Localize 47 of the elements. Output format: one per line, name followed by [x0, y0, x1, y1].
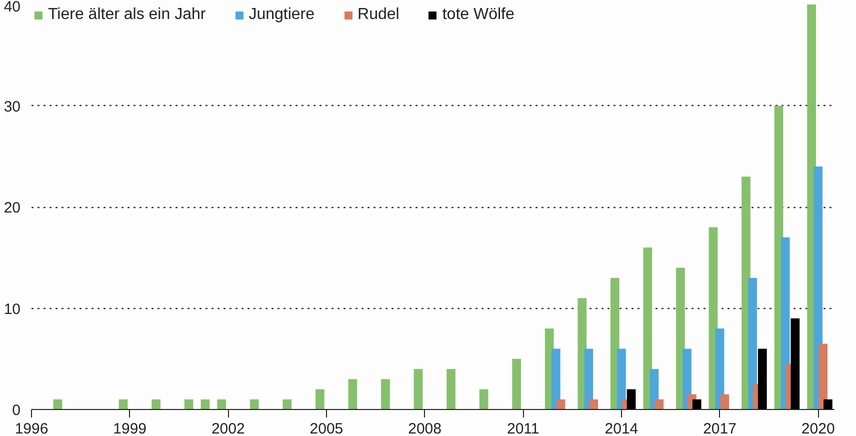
y-tick-label: 10 [4, 300, 21, 318]
bar [118, 399, 128, 410]
bar [589, 399, 598, 410]
bar [200, 399, 210, 410]
bar [643, 248, 652, 410]
y-tick-label: 40 [4, 0, 21, 16]
bar [53, 399, 62, 410]
x-tick-label: 2005 [310, 420, 344, 436]
bar [626, 389, 636, 410]
legend-label: Tiere älter als ein Jahr [48, 6, 206, 24]
bar [654, 399, 664, 410]
legend-label: tote Wölfe [442, 6, 514, 24]
bar [184, 399, 194, 410]
bar [282, 399, 292, 410]
bar [512, 358, 521, 410]
x-tick-label: 2008 [408, 420, 442, 436]
y-tick-label: 0 [12, 402, 20, 419]
bar [692, 399, 702, 410]
bar [152, 399, 160, 410]
legend-label: Rudel [358, 6, 400, 24]
legend-label: Jungtiere [248, 6, 315, 24]
bar [748, 278, 757, 410]
bar [446, 369, 456, 410]
bar [617, 348, 626, 410]
bar [758, 348, 767, 410]
bar [790, 318, 800, 410]
bar [556, 399, 566, 410]
bar [348, 379, 358, 410]
bar [720, 394, 730, 410]
y-tick-label: 20 [4, 200, 21, 216]
bar [414, 369, 423, 410]
bar [551, 348, 560, 410]
bar [316, 389, 324, 410]
x-tick-label: 2011 [507, 420, 540, 436]
x-tick-label: 1999 [113, 420, 147, 436]
bar [217, 399, 226, 410]
x-tick-label: 1996 [14, 420, 48, 436]
x-tick-label: 2017 [703, 420, 736, 436]
bar [381, 379, 390, 410]
bar [250, 399, 259, 410]
bar [818, 344, 828, 410]
x-tick-label: 2020 [801, 420, 835, 436]
y-tick-label: 30 [4, 98, 21, 116]
x-tick-label: 2014 [604, 420, 638, 436]
bar [824, 399, 832, 410]
x-tick-label: 2002 [211, 420, 245, 436]
bar [479, 389, 488, 410]
